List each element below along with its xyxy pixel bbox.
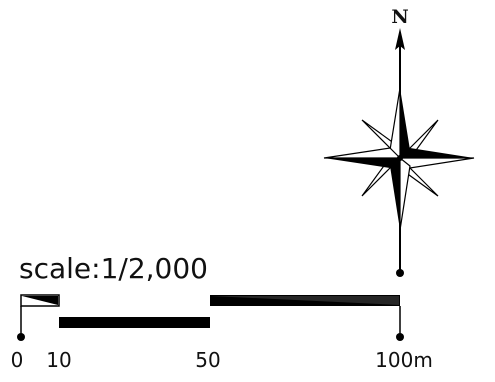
north-arrow-tip (395, 28, 405, 50)
north-arrow-base-dot (396, 269, 404, 277)
scale-label-50: 50 (195, 348, 220, 372)
scale-segment-50-100 (210, 295, 400, 306)
scale-bar: scale:1/2,000 0 10 50 100m (11, 252, 433, 372)
scale-label-100: 100m (375, 348, 433, 372)
north-label: N (391, 6, 408, 28)
compass-rose-icon: N (323, 6, 475, 277)
scale-tick-end-dot (396, 333, 404, 341)
scale-label-10: 10 (46, 348, 71, 372)
scale-ratio-text: scale:1/2,000 (19, 252, 208, 285)
scale-label-0: 0 (11, 348, 24, 372)
scale-bar-segments (20, 294, 400, 328)
compass-cardinal-points (323, 87, 475, 231)
scale-tick-start-dot (17, 333, 25, 341)
scale-segment-10-50 (59, 317, 210, 328)
